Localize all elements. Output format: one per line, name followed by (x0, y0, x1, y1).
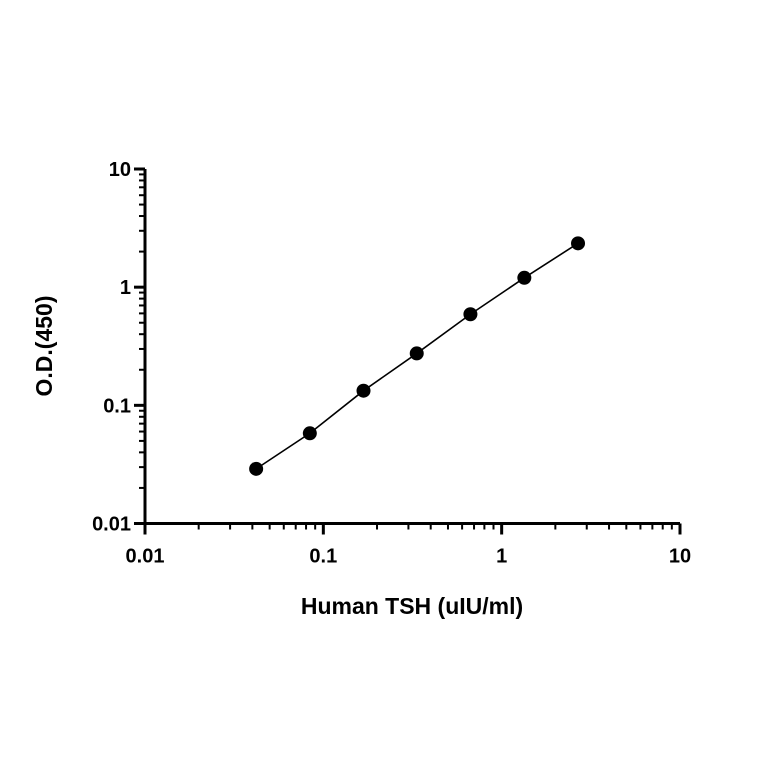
x-axis-title: Human TSH (uIU/ml) (301, 593, 523, 619)
data-point (571, 236, 586, 251)
data-point (463, 307, 478, 322)
data-points (249, 236, 586, 476)
data-point (409, 346, 424, 361)
y-tick-label: 1 (120, 277, 131, 299)
y-axis-title: O.D.(450) (31, 296, 57, 397)
x-tick-labels: 0.01 0.1 1 10 (126, 546, 692, 568)
data-point (517, 270, 532, 285)
x-tick-label: 0.1 (309, 546, 337, 568)
y-ticks (134, 167, 145, 525)
x-tick-label: 10 (669, 546, 691, 568)
y-tick-label: 10 (109, 159, 131, 181)
x-tick-label: 0.01 (126, 546, 165, 568)
y-tick-label: 0.01 (92, 514, 131, 536)
y-tick-label: 0.1 (103, 395, 131, 417)
y-tick-labels: 0.01 0.1 1 10 (92, 159, 131, 536)
data-point (302, 426, 317, 441)
x-ticks (143, 523, 682, 535)
x-tick-label: 1 (496, 546, 507, 568)
axes (143, 169, 680, 525)
data-point (249, 461, 264, 476)
data-point (356, 383, 371, 398)
